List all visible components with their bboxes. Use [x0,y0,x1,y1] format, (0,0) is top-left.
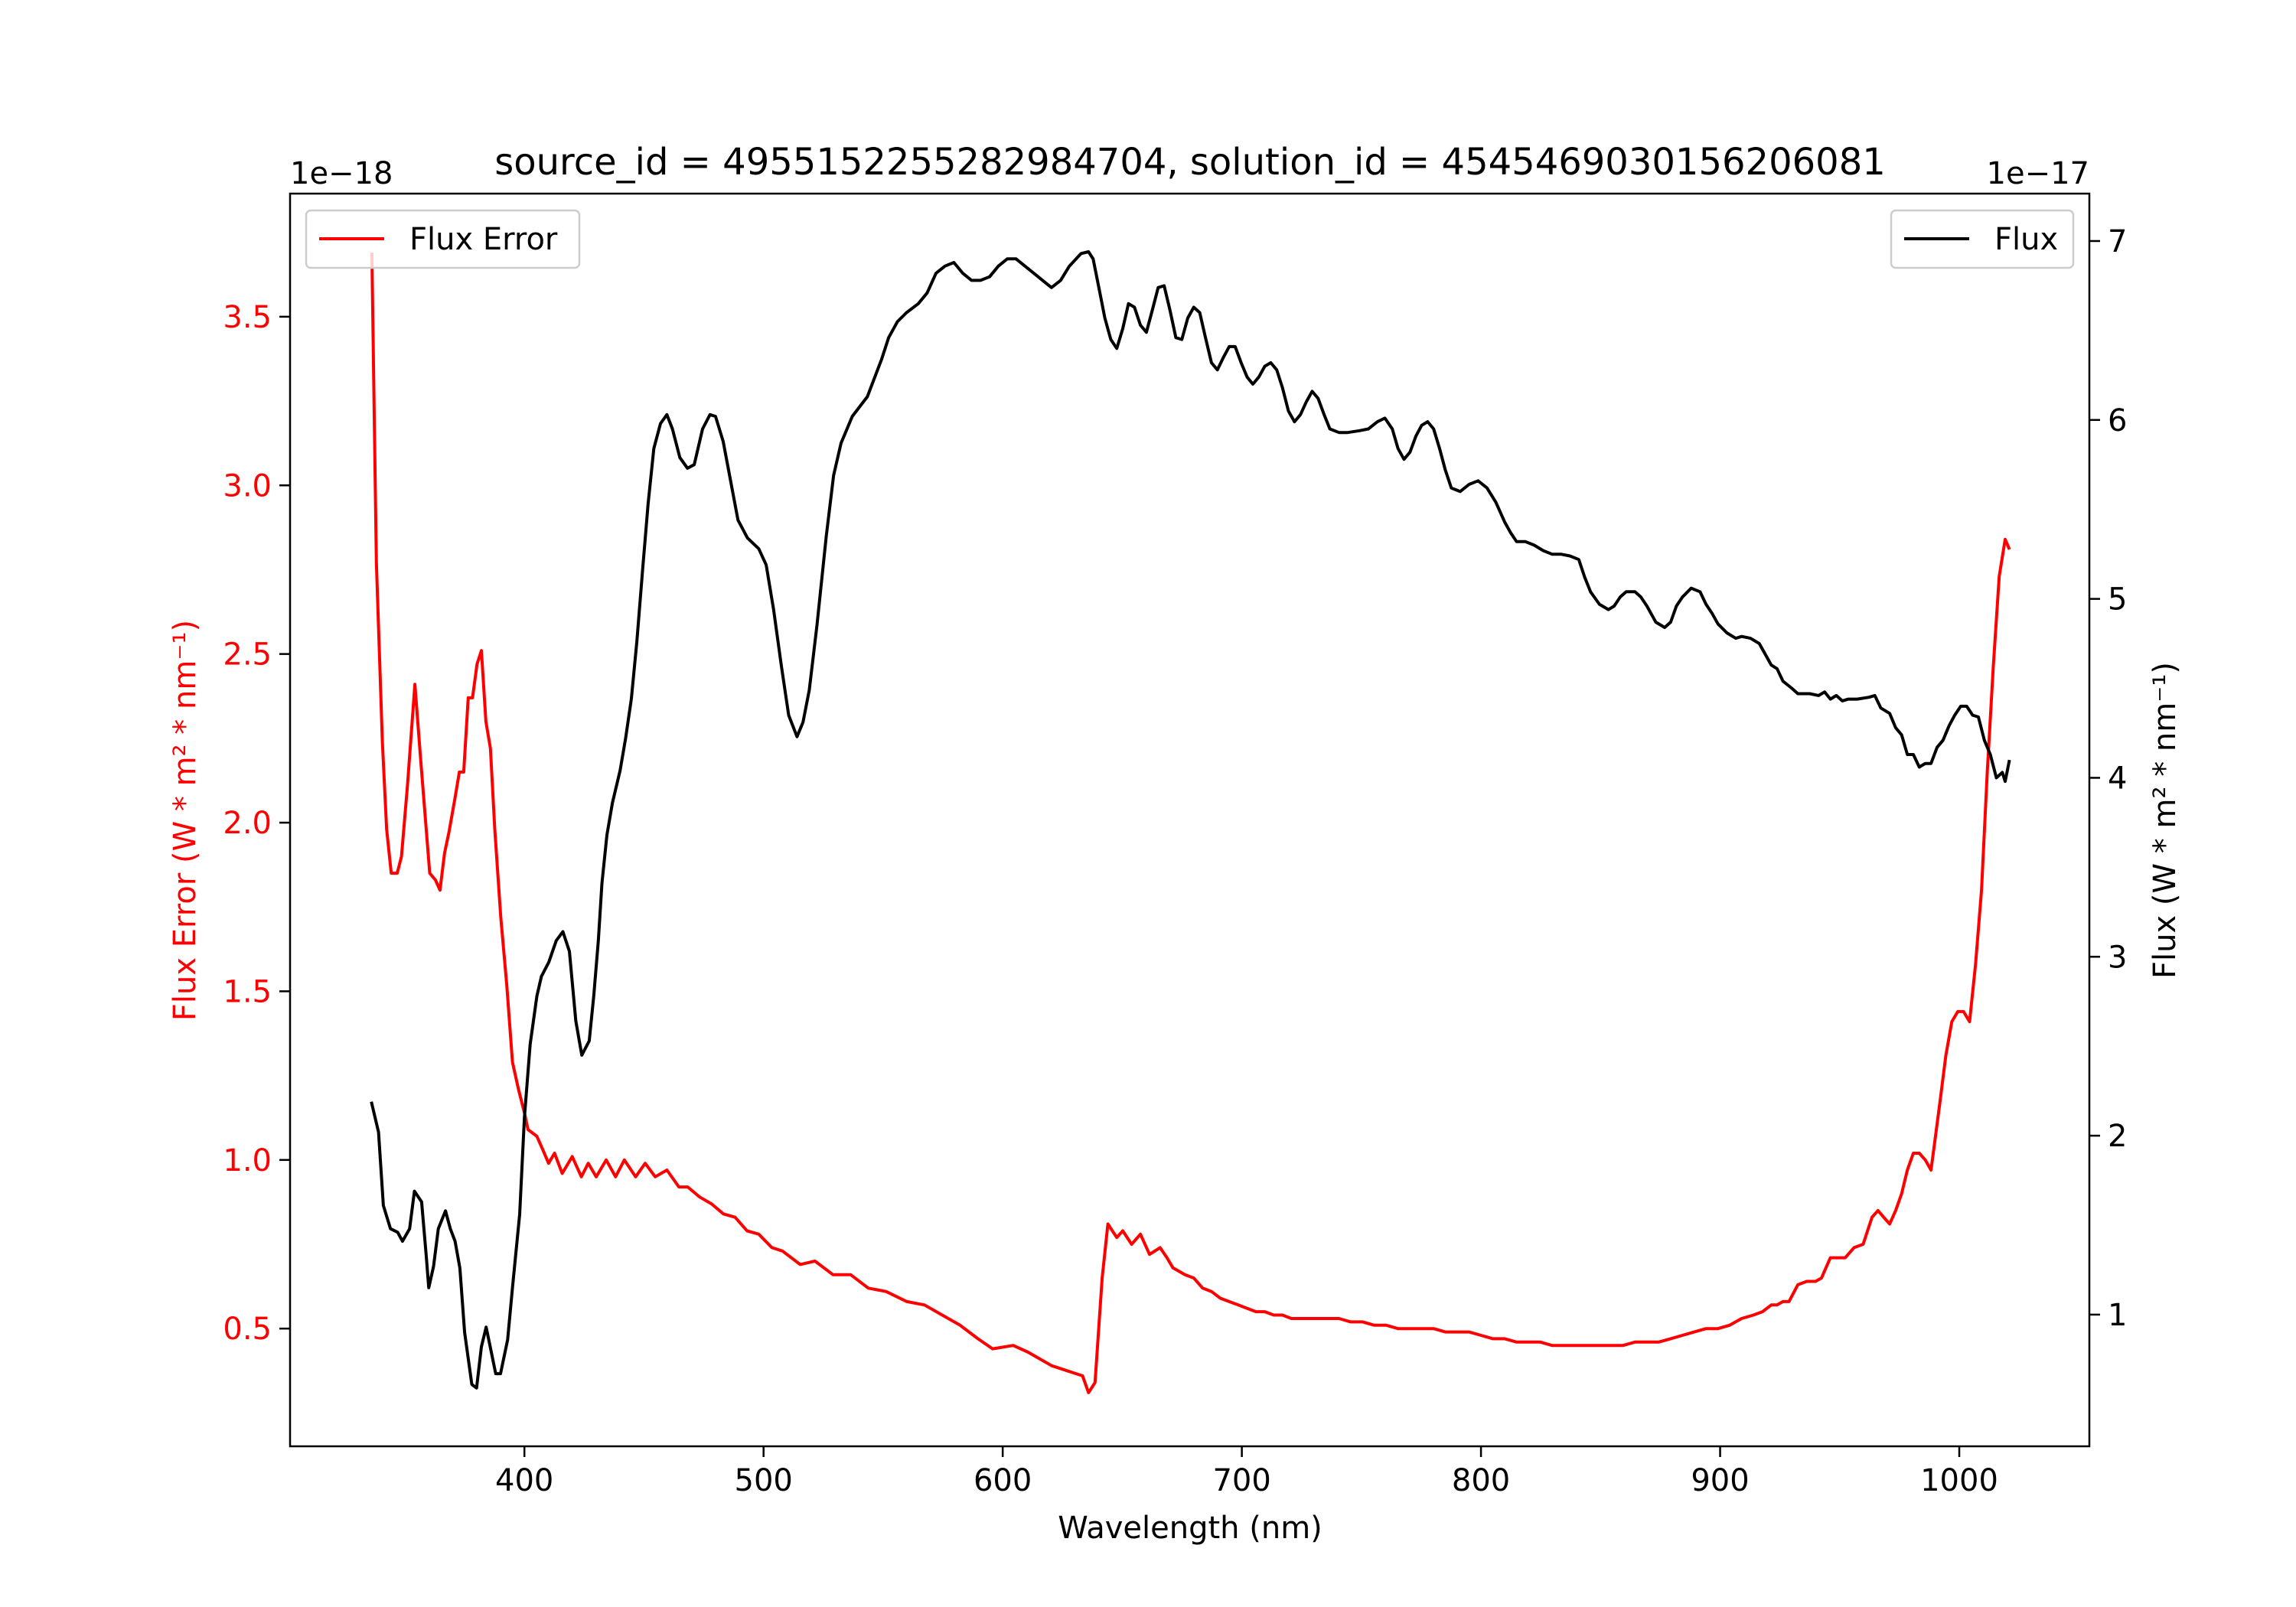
x-tick-label: 500 [735,1463,793,1498]
legend-flux: Flux [1890,209,2075,269]
right-y-tick-label: 6 [2108,403,2127,438]
left-y-tick-label: 0.5 [223,1312,272,1347]
x-tick-label: 900 [1691,1463,1749,1498]
chart-title: source_id = 4955152255282984704, solutio… [494,141,1886,184]
axis-ticks: 400 500 600 700 800 900 1000 0.5 1.0 1.5 2.0 2.5 3.0… [223,224,2127,1498]
right-y-tick-label: 1 [2108,1298,2127,1333]
right-y-tick-label: 2 [2108,1119,2127,1154]
right-y-tick-label: 7 [2108,224,2127,259]
x-tick-label: 800 [1452,1463,1510,1498]
legend-label-flux-error: Flux Error [409,222,558,257]
right-y-tick-label: 3 [2108,940,2127,975]
left-y-axis-label: Flux Error (W * m² * nm⁻¹) [168,620,203,1021]
left-y-tick-label: 1.5 [223,974,272,1009]
right-axis-offset-label: 1e−17 [1987,156,2089,191]
plot-frame [289,192,2091,1448]
legend-box [305,209,581,269]
legend-box [1890,209,2075,269]
x-tick-label: 1000 [1920,1463,1998,1498]
legend-label-flux: Flux [1994,222,2058,257]
series-lines [370,250,2011,1394]
x-tick-label: 600 [974,1463,1032,1498]
right-y-tick-label: 4 [2108,761,2127,796]
x-tick-label: 700 [1212,1463,1270,1498]
left-axis-offset-label: 1e−18 [290,156,393,191]
x-axis-label: Wavelength (nm) [1058,1511,1322,1546]
right-y-axis-label: Flux (W * m² * nm⁻¹) [2148,662,2183,979]
left-y-tick-label: 3.5 [223,300,272,335]
right-y-tick-label: 5 [2108,582,2127,618]
legend-flux-error: Flux Error [305,209,581,269]
left-y-tick-label: 2.5 [223,637,272,673]
left-y-tick-label: 2.0 [223,806,272,841]
left-y-tick-label: 1.0 [223,1143,272,1178]
x-tick-label: 400 [495,1463,553,1498]
left-y-tick-label: 3.0 [223,468,272,504]
series-line-flux [370,250,2011,1390]
